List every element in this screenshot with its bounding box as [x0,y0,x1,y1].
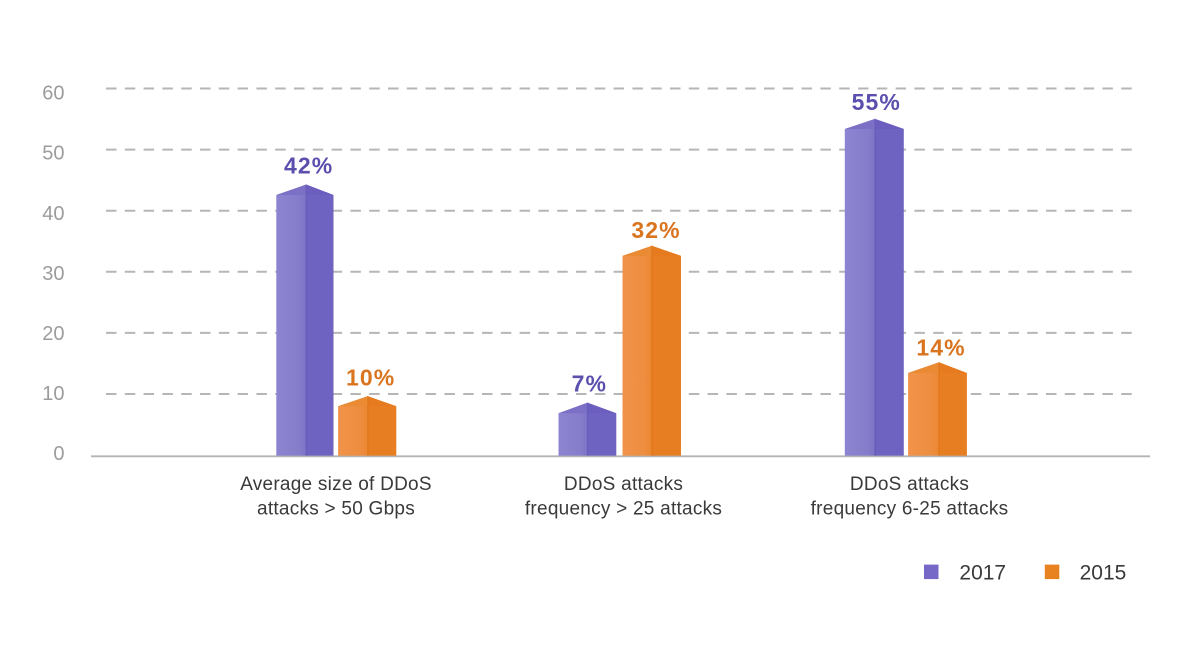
svg-text:42%: 42% [284,153,333,179]
svg-text:0: 0 [53,443,64,465]
svg-text:DDoS attacks: DDoS attacks [564,474,683,495]
svg-text:30: 30 [42,263,64,285]
svg-text:DDoS attacks: DDoS attacks [850,474,969,495]
svg-text:frequency > 25 attacks: frequency > 25 attacks [525,499,722,520]
svg-text:14%: 14% [916,335,965,361]
svg-text:2017: 2017 [959,562,1006,585]
svg-text:Average size of DDoS: Average size of DDoS [240,474,432,495]
svg-text:10: 10 [42,383,64,405]
svg-text:60: 60 [42,83,64,105]
svg-text:55%: 55% [852,89,901,115]
svg-text:32%: 32% [631,217,680,243]
svg-text:50: 50 [42,143,64,165]
svg-text:attacks > 50 Gbps: attacks > 50 Gbps [257,499,415,520]
svg-text:2015: 2015 [1080,562,1127,585]
svg-text:frequency 6-25 attacks: frequency 6-25 attacks [811,499,1009,520]
svg-text:40: 40 [42,203,64,225]
svg-text:7%: 7% [572,371,607,397]
svg-text:20: 20 [42,323,64,345]
svg-text:10%: 10% [346,365,395,391]
